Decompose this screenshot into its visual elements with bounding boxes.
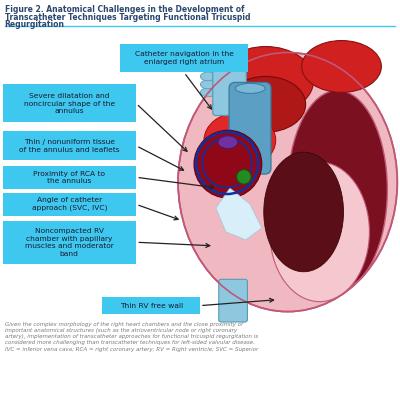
- Ellipse shape: [200, 80, 216, 89]
- Text: Figure 2. Anatomical Challenges in the Development of: Figure 2. Anatomical Challenges in the D…: [5, 6, 244, 14]
- FancyBboxPatch shape: [3, 193, 136, 216]
- FancyBboxPatch shape: [3, 84, 136, 122]
- Ellipse shape: [218, 136, 238, 148]
- Text: Regurgitation: Regurgitation: [5, 20, 65, 29]
- Circle shape: [237, 170, 251, 184]
- Text: Transcatheter Techniques Targeting Functional Tricuspid: Transcatheter Techniques Targeting Funct…: [5, 13, 250, 22]
- Ellipse shape: [235, 84, 265, 93]
- FancyBboxPatch shape: [3, 132, 136, 160]
- Ellipse shape: [270, 162, 370, 302]
- Text: Given the complex morphology of the right heart chambers and the close proximity: Given the complex morphology of the righ…: [5, 322, 258, 352]
- Ellipse shape: [204, 112, 276, 168]
- Ellipse shape: [264, 152, 344, 272]
- Ellipse shape: [302, 40, 381, 92]
- FancyBboxPatch shape: [120, 44, 248, 72]
- Ellipse shape: [200, 88, 216, 97]
- Ellipse shape: [200, 72, 216, 81]
- Text: Severe dilatation and
noncircular shape of the
annulus: Severe dilatation and noncircular shape …: [24, 93, 115, 114]
- Ellipse shape: [288, 90, 387, 290]
- Ellipse shape: [216, 46, 243, 55]
- Circle shape: [194, 130, 262, 198]
- Text: Thin / nonuniform tissue
of the annulus and leaflets: Thin / nonuniform tissue of the annulus …: [19, 139, 120, 152]
- FancyBboxPatch shape: [102, 297, 200, 314]
- Text: Proximity of RCA to
the annulus: Proximity of RCA to the annulus: [33, 170, 105, 184]
- FancyBboxPatch shape: [213, 47, 246, 116]
- Ellipse shape: [226, 76, 306, 132]
- FancyBboxPatch shape: [3, 221, 136, 264]
- Text: Noncompacted RV
chamber with papillary
muscles and moderator
band: Noncompacted RV chamber with papillary m…: [25, 228, 114, 256]
- Ellipse shape: [178, 52, 397, 312]
- Text: Angle of catheter
approach (SVC, IVC): Angle of catheter approach (SVC, IVC): [32, 197, 107, 211]
- FancyBboxPatch shape: [3, 166, 136, 189]
- Text: Catheter navigation in the
enlarged right atrium: Catheter navigation in the enlarged righ…: [135, 51, 234, 65]
- FancyBboxPatch shape: [219, 279, 248, 322]
- Text: Thin RV free wall: Thin RV free wall: [120, 303, 183, 309]
- FancyBboxPatch shape: [229, 82, 271, 174]
- Ellipse shape: [218, 46, 314, 114]
- Polygon shape: [216, 188, 262, 240]
